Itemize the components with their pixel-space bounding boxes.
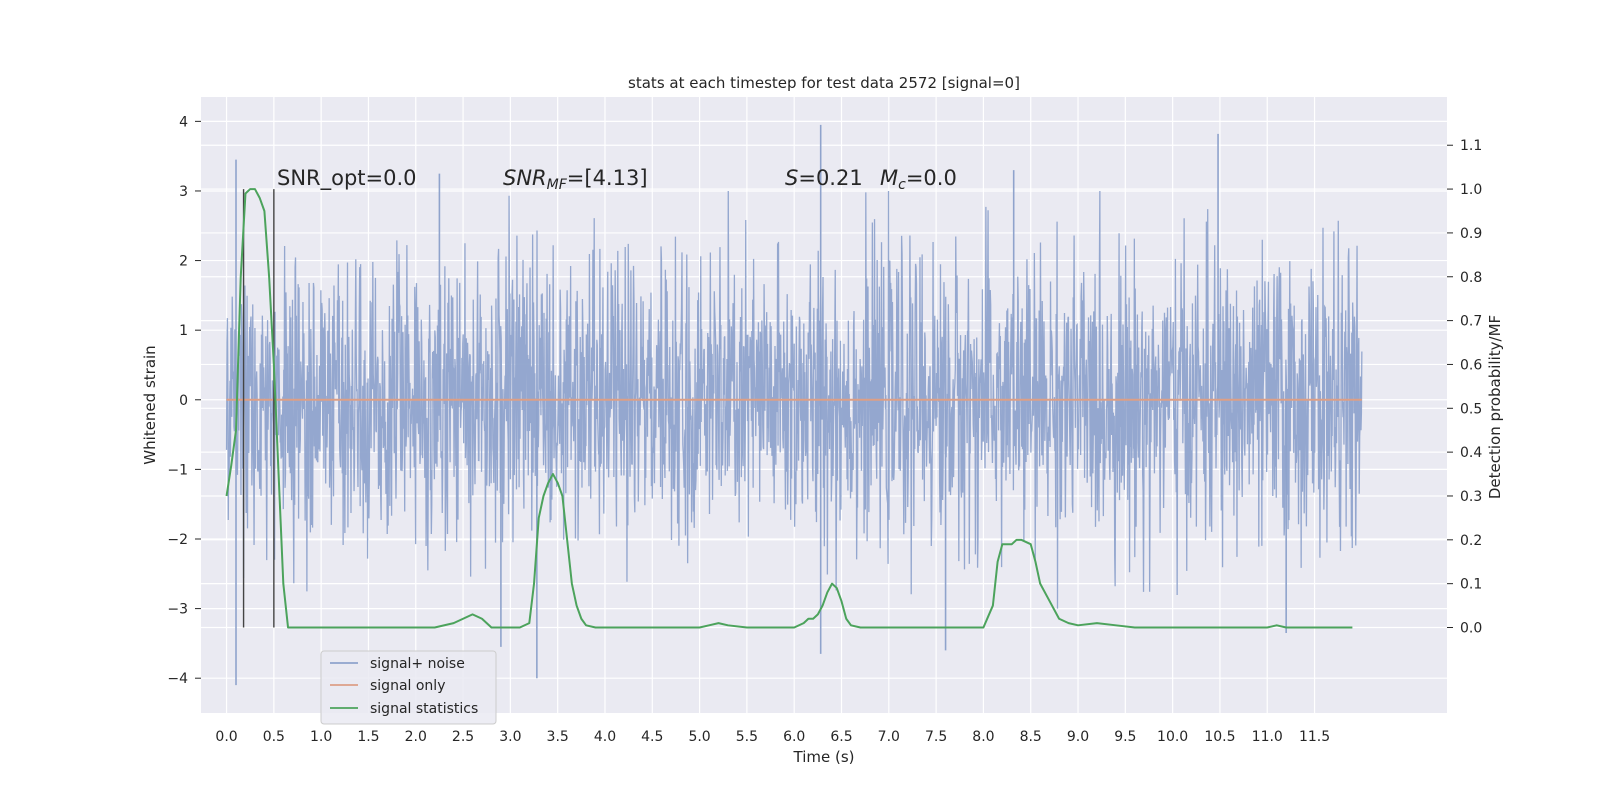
annotation-mc: Mc=0.0 bbox=[880, 166, 957, 193]
y-tick-labels: −4 −3 −2 −1 0 1 2 3 4 bbox=[167, 114, 201, 687]
y2-tick-label-9: 0.9 bbox=[1460, 226, 1482, 242]
x-tick-label-7: 3.5 bbox=[547, 729, 569, 745]
x-tick-label-16: 8.0 bbox=[972, 729, 994, 745]
y2-tick-label-6: 0.6 bbox=[1460, 357, 1482, 373]
y2-tick-label-7: 0.7 bbox=[1460, 314, 1482, 330]
x-tick-label-22: 11.0 bbox=[1252, 729, 1283, 745]
y-tick-label-2: −2 bbox=[167, 532, 188, 548]
x-tick-labels: 0.0 0.5 1.0 1.5 2.0 2.5 3.0 3.5 4.0 4.5 5.0 5.5 6.0 6… bbox=[215, 729, 1330, 745]
legend-box bbox=[320, 650, 497, 725]
x-tick-label-23: 11.5 bbox=[1299, 729, 1330, 745]
mc-symbol: M bbox=[880, 166, 898, 190]
x-tick-label-5: 2.5 bbox=[452, 729, 474, 745]
signal-plus-noise-series bbox=[225, 124, 1363, 686]
x-tick-label-21: 10.5 bbox=[1204, 729, 1235, 745]
x-tick-label-4: 2.0 bbox=[405, 729, 427, 745]
y-tick-label-6: 2 bbox=[179, 254, 188, 270]
y2-tick-label-10: 1.0 bbox=[1460, 182, 1482, 198]
legend-label-signal-statistics: signal statistics bbox=[370, 701, 478, 717]
x-tick-label-20: 10.0 bbox=[1157, 729, 1188, 745]
s-symbol: S bbox=[785, 166, 798, 190]
x-tick-label-8: 4.0 bbox=[594, 729, 616, 745]
y-tick-label-4: 0 bbox=[179, 393, 188, 409]
mc-value: =0.0 bbox=[906, 166, 957, 190]
x-axis-label: Time (s) bbox=[793, 748, 855, 766]
x-tick-label-12: 6.0 bbox=[783, 729, 805, 745]
y2-tick-label-3: 0.3 bbox=[1460, 489, 1482, 505]
y-tick-label-7: 3 bbox=[179, 184, 188, 200]
vertical-markers bbox=[242, 189, 275, 628]
s-value: =0.21 bbox=[798, 166, 862, 190]
snr-mf-subscript: MF bbox=[547, 177, 568, 193]
y2-tick-labels: 0.0 0.1 0.2 0.3 0.4 0.5 0.6 0.7 0.8 0.9 1.0 1.1 bbox=[1447, 138, 1482, 637]
chart-title: stats at each timestep for test data 257… bbox=[628, 74, 1020, 92]
x-tick-label-18: 9.0 bbox=[1067, 729, 1089, 745]
x-tick-label-9: 4.5 bbox=[641, 729, 663, 745]
x-tick-label-10: 5.0 bbox=[688, 729, 710, 745]
x-tick-label-3: 1.5 bbox=[357, 729, 379, 745]
signal-statistics-series bbox=[225, 188, 1353, 629]
x-tick-label-19: 9.5 bbox=[1114, 729, 1136, 745]
x-tick-label-1: 0.5 bbox=[263, 729, 285, 745]
legend-label-signal-only: signal only bbox=[370, 678, 445, 694]
x-tick-label-2: 1.0 bbox=[310, 729, 332, 745]
x-tick-label-0: 0.0 bbox=[215, 729, 237, 745]
snr-mf-symbol: SNR bbox=[503, 166, 547, 190]
x-tick-label-17: 8.5 bbox=[1020, 729, 1042, 745]
signal-statistics-line bbox=[225, 188, 1353, 629]
y2-tick-label-5: 0.5 bbox=[1460, 401, 1482, 417]
annotation-s: S=0.21 bbox=[785, 166, 863, 190]
y-axis-label: Whitened strain bbox=[141, 345, 159, 464]
y-tick-label-8: 4 bbox=[179, 114, 188, 130]
y2-tick-label-8: 0.8 bbox=[1460, 270, 1482, 286]
y-tick-label-0: −4 bbox=[167, 671, 188, 687]
snr-mf-value: =[4.13] bbox=[567, 166, 648, 190]
x-tick-label-11: 5.5 bbox=[736, 729, 758, 745]
y-tick-label-3: −1 bbox=[167, 462, 188, 478]
x-tick-label-14: 7.0 bbox=[878, 729, 900, 745]
y-tick-label-1: −3 bbox=[167, 602, 188, 618]
mc-subscript: c bbox=[898, 177, 906, 193]
legend: signal+ noise signal only signal statist… bbox=[320, 650, 497, 725]
y-tick-label-5: 1 bbox=[179, 323, 188, 339]
legend-label-signal-plus-noise: signal+ noise bbox=[370, 656, 465, 672]
y2-tick-label-11: 1.1 bbox=[1460, 138, 1482, 154]
y2-axis-label: Detection probability/MF bbox=[1486, 315, 1504, 499]
y2-tick-label-2: 0.2 bbox=[1460, 533, 1482, 549]
y2-tick-label-0: 0.0 bbox=[1460, 621, 1482, 637]
x-tick-label-13: 6.5 bbox=[830, 729, 852, 745]
x-tick-label-15: 7.5 bbox=[925, 729, 947, 745]
signal-plus-noise-line bbox=[225, 190, 1363, 609]
y2-tick-label-4: 0.4 bbox=[1460, 445, 1482, 461]
annotation-snr-mf: SNRMF=[4.13] bbox=[503, 166, 648, 193]
y2-tick-label-1: 0.1 bbox=[1460, 577, 1482, 593]
annotation-snr-opt: SNR_opt=0.0 bbox=[277, 166, 417, 191]
x-tick-label-6: 3.0 bbox=[499, 729, 521, 745]
